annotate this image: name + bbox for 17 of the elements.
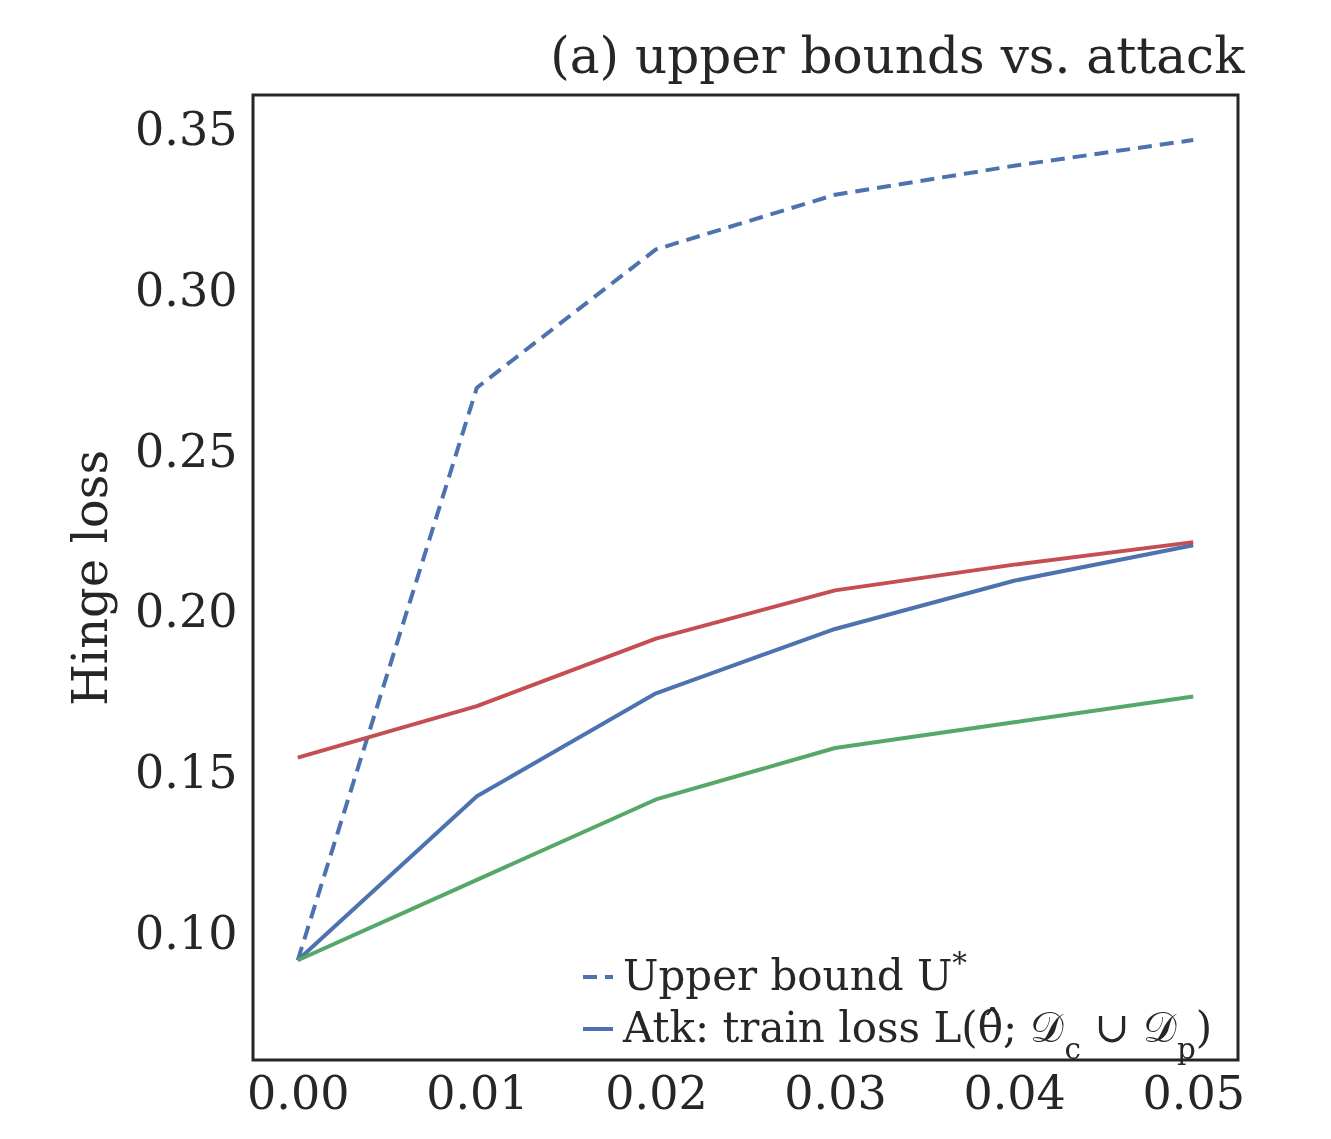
x-tick-label: 0.05 (1142, 1065, 1245, 1120)
legend-label: Upper bound U$^{*}$ (623, 946, 968, 1000)
y-tick-label: 0.25 (135, 423, 238, 478)
x-tick-label: 0.02 (605, 1065, 708, 1120)
x-tick-label: 0.04 (963, 1065, 1066, 1120)
y-tick-label: 0.15 (135, 745, 238, 800)
y-tick-label: 0.20 (135, 584, 238, 639)
x-tick-label: 0.01 (426, 1065, 529, 1120)
chart-title: (a) upper bounds vs. attack (550, 27, 1246, 85)
x-tick-label: 0.03 (784, 1065, 887, 1120)
legend-label: Atk: train loss L(θ̂; 𝒟$_{c}$ ∪ 𝒟$_{p}$) (622, 1003, 1213, 1066)
y-axis-title: Hinge loss (62, 449, 119, 707)
line-series (295, 540, 1196, 760)
y-tick-label: 0.30 (135, 262, 238, 317)
y-tick-label: 0.10 (135, 906, 238, 961)
y-tick-label: 0.35 (135, 101, 238, 156)
x-tick-label: 0.00 (247, 1065, 350, 1120)
